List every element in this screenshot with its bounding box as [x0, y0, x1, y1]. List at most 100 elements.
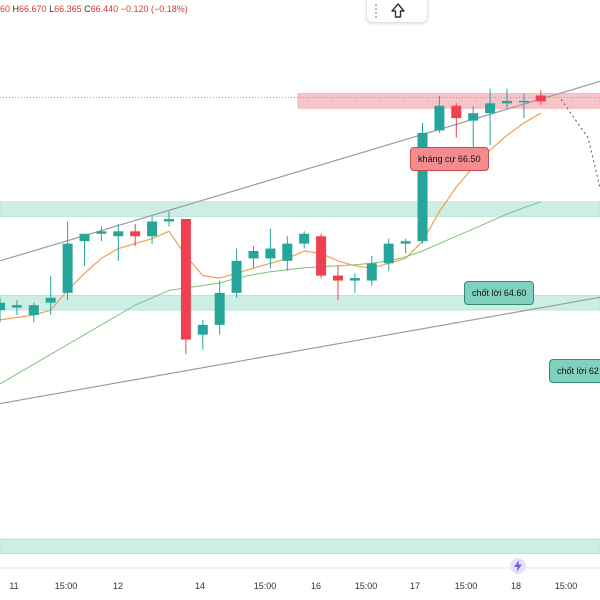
take-profit-2-label[interactable]: chốt lời 62 — [549, 359, 600, 383]
candle — [79, 233, 90, 266]
ohlc-high: 66.670 — [19, 4, 47, 14]
ohlc-high-label: H — [12, 4, 20, 14]
candle — [518, 93, 529, 119]
candle-body — [180, 219, 191, 340]
candle — [502, 88, 512, 109]
candle-body — [282, 243, 293, 261]
candle — [299, 231, 310, 249]
take-profit-1-label[interactable]: chốt lời 64.60 — [464, 281, 535, 305]
candle — [383, 238, 394, 271]
resistance-label-text: kháng cự 66.50 — [418, 154, 481, 164]
x-tick-label: 15:00 — [55, 581, 78, 591]
x-tick-label: 11 — [9, 581, 18, 591]
candle-body — [164, 219, 174, 222]
candle-body — [349, 278, 360, 281]
candle — [28, 302, 39, 323]
candle-body — [535, 95, 546, 102]
arrow-up-icon[interactable] — [389, 2, 407, 20]
ohlc-legend: 60 H66.670 L66.365 C66.440 −0.120 (−0.18… — [0, 4, 188, 14]
time-axis: 11 15:00 12 14 15:00 16 15:00 17 15:00 18 15:00 — [9, 581, 577, 591]
candle-body — [333, 275, 343, 281]
floating-toolbar[interactable] — [366, 0, 428, 23]
channel-layer — [0, 80, 600, 405]
lightning-icon[interactable] — [510, 558, 526, 574]
candle — [130, 223, 141, 247]
ohlc-open-tail: 60 — [0, 4, 11, 14]
x-tick-label: 17 — [410, 581, 420, 591]
x-tick-label: 15:00 — [555, 581, 578, 591]
candle-body — [214, 292, 225, 325]
candle-body — [383, 243, 394, 264]
x-tick-label: 18 — [511, 581, 521, 591]
candle — [164, 211, 174, 227]
candle-body — [502, 100, 512, 104]
ohlc-change-pct: (−0.18%) — [150, 4, 188, 14]
ohlc-close: 66.440 — [90, 4, 119, 14]
candle-body — [11, 305, 22, 308]
x-tick-label: 14 — [195, 581, 205, 591]
candle — [231, 248, 242, 298]
candle-body — [400, 241, 411, 244]
x-tick-label: 15:00 — [455, 581, 478, 591]
candle — [180, 219, 191, 355]
candle — [147, 216, 158, 244]
candle — [11, 300, 22, 315]
candle — [96, 226, 107, 242]
ohlc-close-label: C — [84, 4, 91, 14]
candle — [62, 221, 73, 301]
ohlc-low-label: L — [49, 4, 55, 14]
candle-body — [366, 263, 377, 281]
candle-body — [299, 233, 310, 244]
candle — [366, 255, 377, 286]
candle-body — [417, 132, 428, 242]
candle-body — [468, 113, 479, 121]
candle — [468, 105, 479, 148]
candle — [333, 265, 343, 301]
channel-lower-line — [0, 296, 600, 405]
candle-body — [231, 260, 242, 293]
take-profit-2-text: chốt lời 62 — [557, 366, 599, 376]
drag-handle-icon[interactable] — [375, 4, 377, 18]
candle-body — [45, 297, 56, 303]
take-profit-1-text: chốt lời 64.60 — [472, 288, 527, 298]
candle — [316, 233, 327, 279]
candle-body — [79, 233, 90, 242]
resistance-zone — [297, 93, 600, 109]
x-tick-label: 15:00 — [254, 581, 277, 591]
candle-body — [265, 248, 276, 259]
zone-layer — [0, 93, 600, 554]
candle-body — [62, 243, 73, 293]
ohlc-change: −0.120 — [120, 4, 149, 14]
candle — [485, 88, 496, 146]
candle — [113, 223, 124, 261]
support-zone — [0, 201, 600, 217]
candle-body — [518, 100, 529, 103]
candle — [434, 95, 445, 133]
candle-body — [434, 105, 445, 131]
candle-body — [130, 231, 141, 237]
resistance-label[interactable]: kháng cự 66.50 — [410, 147, 489, 171]
x-tick-label: 16 — [311, 581, 321, 591]
projection-layer — [560, 99, 600, 191]
candle-body — [96, 231, 107, 234]
candle — [349, 273, 360, 293]
ma-slow-line — [0, 201, 541, 385]
candle-body — [248, 251, 259, 259]
channel-upper-line — [0, 80, 600, 262]
candle — [451, 103, 462, 138]
candle-body — [113, 231, 124, 237]
candle — [400, 238, 411, 254]
candle — [282, 236, 293, 271]
candlestick-layer — [0, 88, 546, 355]
candle — [248, 246, 259, 269]
candle — [197, 319, 208, 350]
candle — [417, 123, 428, 244]
candle-body — [451, 105, 462, 119]
ohlc-low: 66.365 — [54, 4, 82, 14]
projection-path — [560, 99, 600, 191]
candle-body — [147, 221, 158, 237]
support-zone — [0, 538, 600, 554]
candle-body — [485, 103, 496, 114]
candle-body — [316, 236, 327, 276]
